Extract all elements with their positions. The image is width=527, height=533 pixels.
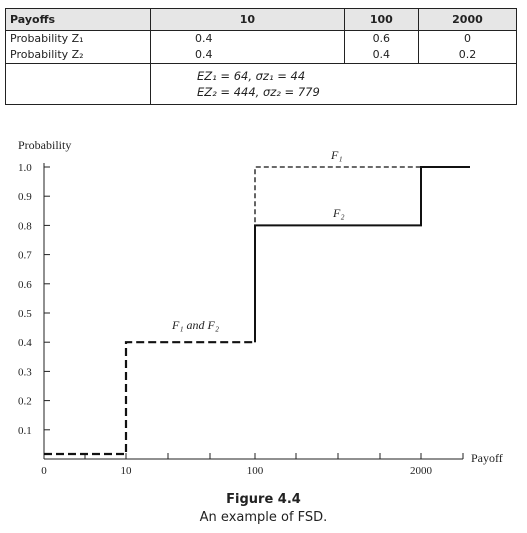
table-cell: 0.2 xyxy=(458,48,477,61)
y-tick-label: 0.1 xyxy=(18,425,32,437)
chart-lines xyxy=(44,166,470,456)
chart-ticks: 0.1 0.2 0.3 0.4 0.5 0.6 0.7 0.8 0.9 1.0 0 10 100 2000 xyxy=(18,162,464,477)
series-f1-and-f2-line xyxy=(44,341,255,456)
y-tick-label: 1.0 xyxy=(18,162,32,174)
stats-line-z2: EZ₂ = 444, σz₂ = 779 xyxy=(197,85,320,99)
figure-caption: An example of FSD. xyxy=(199,510,328,525)
x-tick-label: 2000 xyxy=(410,465,433,477)
y-tick-label: 0.2 xyxy=(18,396,32,408)
chart-axes xyxy=(43,163,463,460)
x-axis-label: Payoff xyxy=(471,451,503,465)
stats-empty-cell xyxy=(5,63,151,105)
y-tick-label: 0.9 xyxy=(18,191,32,203)
x-tick-label: 10 xyxy=(121,465,133,477)
header-payoff-2000: 2000 xyxy=(417,8,518,31)
prob-cell-100: 0.6 0.4 xyxy=(343,30,419,64)
y-tick-label: 0.8 xyxy=(18,220,32,232)
y-axis-label: Probability xyxy=(18,138,71,152)
table-cell: 0.4 xyxy=(372,48,391,61)
prob-cell-10: 0.4 0.4 xyxy=(150,30,345,64)
annotation-f2: F₂ xyxy=(332,206,345,220)
table-cell: 0.4 xyxy=(195,48,213,61)
y-tick-label: 0.7 xyxy=(18,250,32,262)
y-tick-label: 0.4 xyxy=(18,337,32,349)
x-tick-label: 0 xyxy=(41,465,47,477)
figure-number: Figure 4.4 xyxy=(226,492,301,507)
table-cell: 0.6 xyxy=(372,32,391,45)
probability-labels-cell: Probability Z₁ Probability Z₂ xyxy=(5,30,151,64)
y-tick-label: 0.6 xyxy=(18,279,32,291)
series-f1-line xyxy=(254,166,470,343)
table-header-row: Payoffs 10 100 2000 xyxy=(5,8,518,31)
header-payoff-10: 10 xyxy=(150,8,345,31)
y-tick-label: 0.3 xyxy=(18,366,32,378)
annotation-f1-and-f2: F₁ and F₂ xyxy=(171,318,219,332)
x-tick-label: 100 xyxy=(247,465,264,477)
table-cell: 0.4 xyxy=(195,32,213,45)
stats-cell: EZ₁ = 64, σz₁ = 44 EZ₂ = 444, σz₂ = 779 xyxy=(150,63,517,105)
prob-cell-2000: 0 0.2 xyxy=(417,30,518,64)
header-payoff-100: 100 xyxy=(343,8,419,31)
header-payoffs: Payoffs xyxy=(5,8,151,31)
annotation-f1: F₁ xyxy=(330,148,343,162)
row-label-z1: Probability Z₁ xyxy=(10,32,84,45)
table-probability-row: Probability Z₁ Probability Z₂ 0.4 0.4 0.… xyxy=(5,30,518,64)
series-f2-line xyxy=(254,166,470,343)
table-stats-row: EZ₁ = 64, σz₁ = 44 EZ₂ = 444, σz₂ = 779 xyxy=(5,63,517,105)
table-cell: 0 xyxy=(463,32,471,45)
stats-line-z1: EZ₁ = 64, σz₁ = 44 xyxy=(197,69,306,83)
row-label-z2: Probability Z₂ xyxy=(10,48,84,61)
fsd-step-chart: 0.1 0.2 0.3 0.4 0.5 0.6 0.7 0.8 0.9 1.0 0 10 100 2000… xyxy=(18,138,503,477)
y-tick-label: 0.5 xyxy=(18,308,32,320)
payoff-table: Payoffs 10 100 2000 Probability Z₁ Proba… xyxy=(5,8,518,105)
